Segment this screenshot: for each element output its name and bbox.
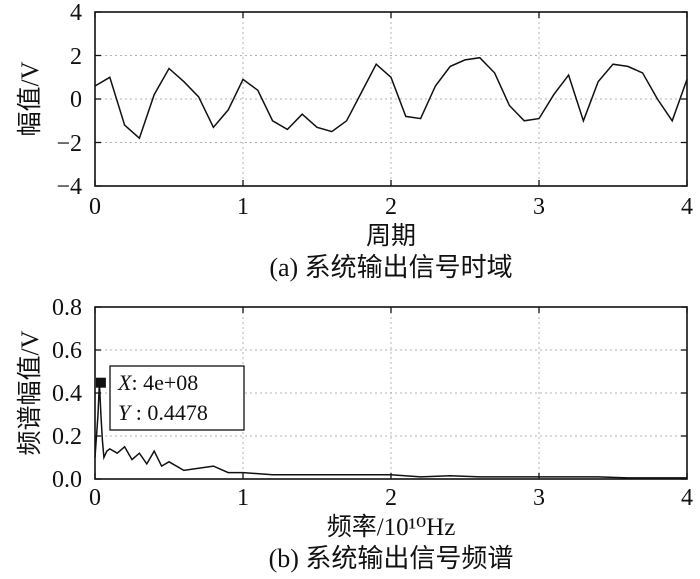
ticks-b <box>94 306 688 480</box>
series-line-spectrum <box>94 382 687 479</box>
y-tick-label-a-1: 2 <box>70 44 82 70</box>
y-tick-label-b-4: 0.0 <box>52 467 82 493</box>
datatip-y-text: Y : 0.4478 <box>118 400 208 425</box>
ticks-a <box>94 11 688 187</box>
x-tick-label-b-1: 1 <box>237 485 249 511</box>
datatip-x-label: X <box>117 370 133 395</box>
x-tick-label-b-0: 0 <box>89 485 101 511</box>
chart-time-domain: 4 2 0 −2 −4 0 1 2 3 4 周期 幅值/V (a) 系统输出信号… <box>16 0 693 282</box>
series-line-time-signal <box>94 56 688 140</box>
y-tick-label-b-2: 0.4 <box>52 381 82 407</box>
x-tick-label-a-1: 1 <box>237 194 249 220</box>
datatip-box <box>109 365 245 431</box>
datatip-y-label: Y <box>118 400 133 425</box>
x-tick-label-b-4: 4 <box>681 485 693 511</box>
y-tick-label-b-0: 0.8 <box>52 295 82 321</box>
x-axis-label-b: 频率/10¹⁰Hz <box>327 513 456 541</box>
x-tick-label-a-3: 3 <box>533 194 545 220</box>
datatip-marker <box>95 377 106 388</box>
x-tick-label-a-2: 2 <box>385 194 397 220</box>
datatip-x-text: X: 4e+08 <box>117 370 198 395</box>
x-tick-label-a-4: 4 <box>681 194 693 220</box>
y-axis-label-a: 幅值/V <box>16 61 44 136</box>
datatip-y-value: 0.4478 <box>147 400 208 425</box>
caption-a: (a) 系统输出信号时域 <box>269 253 512 282</box>
y-tick-label-a-4: −4 <box>56 174 82 200</box>
y-tick-label-a-3: −2 <box>56 131 82 157</box>
datatip-x-value: 4e+08 <box>143 370 198 395</box>
y-axis-label-b: 频谱幅值/V <box>16 330 44 455</box>
x-tick-label-b-3: 3 <box>533 485 545 511</box>
x-tick-label-b-2: 2 <box>385 485 397 511</box>
x-tick-label-a-0: 0 <box>89 194 101 220</box>
caption-b: (b) 系统输出信号频谱 <box>269 544 514 573</box>
y-tick-label-b-1: 0.6 <box>52 338 82 364</box>
chart-spectrum: 0.8 0.6 0.4 0.2 0.0 0 1 2 3 4 频率/10¹⁰Hz … <box>16 295 693 573</box>
y-tick-label-a-0: 4 <box>70 0 82 26</box>
grid-a <box>95 12 687 186</box>
x-axis-label-a: 周期 <box>366 223 416 250</box>
y-tick-label-a-2: 0 <box>70 87 82 113</box>
y-tick-label-b-3: 0.2 <box>52 424 82 450</box>
